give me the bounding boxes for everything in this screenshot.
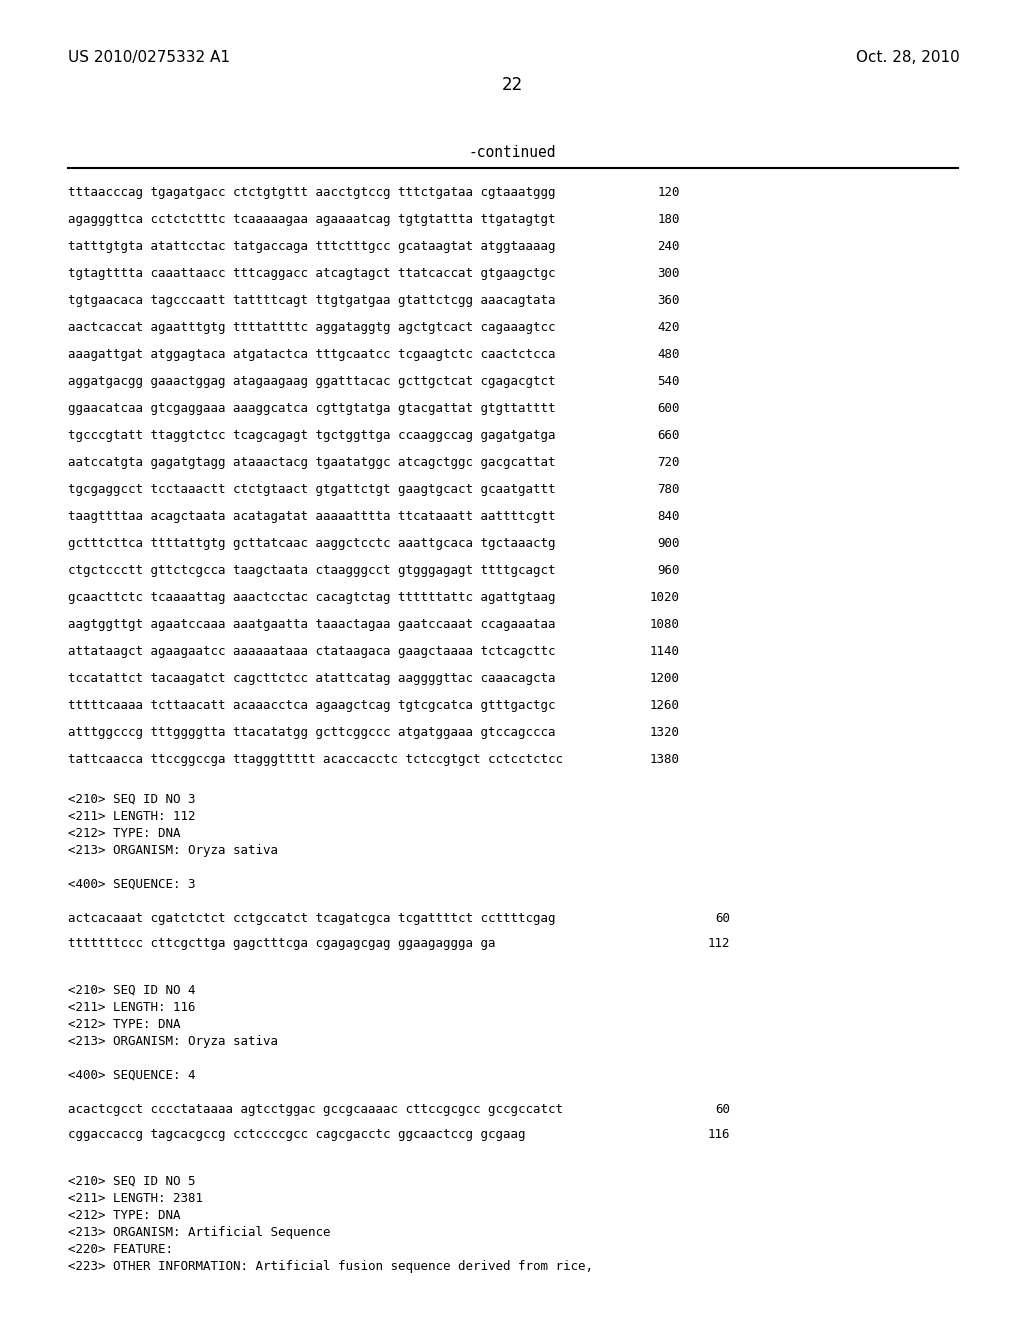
Text: 300: 300 [657, 267, 680, 280]
Text: tgcgaggcct tcctaaactt ctctgtaact gtgattctgt gaagtgcact gcaatgattt: tgcgaggcct tcctaaactt ctctgtaact gtgattc… [68, 483, 555, 496]
Text: aatccatgta gagatgtagg ataaactacg tgaatatggc atcagctggc gacgcattat: aatccatgta gagatgtagg ataaactacg tgaatat… [68, 455, 555, 469]
Text: <210> SEQ ID NO 4: <210> SEQ ID NO 4 [68, 983, 196, 997]
Text: 116: 116 [708, 1129, 730, 1140]
Text: <213> ORGANISM: Oryza sativa: <213> ORGANISM: Oryza sativa [68, 1035, 278, 1048]
Text: tttttttccc cttcgcttga gagctttcga cgagagcgag ggaagaggga ga: tttttttccc cttcgcttga gagctttcga cgagagc… [68, 937, 496, 950]
Text: Oct. 28, 2010: Oct. 28, 2010 [856, 50, 961, 65]
Text: tttaacccag tgagatgacc ctctgtgttt aacctgtccg tttctgataa cgtaaatggg: tttaacccag tgagatgacc ctctgtgttt aacctgt… [68, 186, 555, 199]
Text: 240: 240 [657, 240, 680, 253]
Text: 120: 120 [657, 186, 680, 199]
Text: <210> SEQ ID NO 3: <210> SEQ ID NO 3 [68, 793, 196, 807]
Text: aactcaccat agaatttgtg ttttattttc aggataggtg agctgtcact cagaaagtcc: aactcaccat agaatttgtg ttttattttc aggatag… [68, 321, 555, 334]
Text: 960: 960 [657, 564, 680, 577]
Text: gcaacttctc tcaaaattag aaactcctac cacagtctag ttttttattc agattgtaag: gcaacttctc tcaaaattag aaactcctac cacagtc… [68, 591, 555, 605]
Text: <212> TYPE: DNA: <212> TYPE: DNA [68, 828, 180, 840]
Text: tccatattct tacaagatct cagcttctcc atattcatag aaggggttac caaacagcta: tccatattct tacaagatct cagcttctcc atattca… [68, 672, 555, 685]
Text: attataagct agaagaatcc aaaaaataaa ctataagaca gaagctaaaa tctcagcttc: attataagct agaagaatcc aaaaaataaa ctataag… [68, 645, 555, 657]
Text: tgtagtttta caaattaacc tttcaggacc atcagtagct ttatcaccat gtgaagctgc: tgtagtttta caaattaacc tttcaggacc atcagta… [68, 267, 555, 280]
Text: 1140: 1140 [650, 645, 680, 657]
Text: 22: 22 [502, 77, 522, 94]
Text: 720: 720 [657, 455, 680, 469]
Text: <210> SEQ ID NO 5: <210> SEQ ID NO 5 [68, 1175, 196, 1188]
Text: 360: 360 [657, 294, 680, 308]
Text: agagggttca cctctctttc tcaaaaagaa agaaaatcag tgtgtattta ttgatagtgt: agagggttca cctctctttc tcaaaaagaa agaaaat… [68, 213, 555, 226]
Text: 1260: 1260 [650, 700, 680, 711]
Text: 540: 540 [657, 375, 680, 388]
Text: 60: 60 [715, 1104, 730, 1115]
Text: <211> LENGTH: 116: <211> LENGTH: 116 [68, 1001, 196, 1014]
Text: <400> SEQUENCE: 4: <400> SEQUENCE: 4 [68, 1069, 196, 1082]
Text: taagttttaa acagctaata acatagatat aaaaatttta ttcataaatt aattttcgtt: taagttttaa acagctaata acatagatat aaaaatt… [68, 510, 555, 523]
Text: 1200: 1200 [650, 672, 680, 685]
Text: 1320: 1320 [650, 726, 680, 739]
Text: <212> TYPE: DNA: <212> TYPE: DNA [68, 1209, 180, 1222]
Text: 480: 480 [657, 348, 680, 360]
Text: <220> FEATURE:: <220> FEATURE: [68, 1243, 173, 1257]
Text: 1080: 1080 [650, 618, 680, 631]
Text: aaagattgat atggagtaca atgatactca tttgcaatcc tcgaagtctc caactctcca: aaagattgat atggagtaca atgatactca tttgcaa… [68, 348, 555, 360]
Text: tatttgtgta atattcctac tatgaccaga tttctttgcc gcataagtat atggtaaaag: tatttgtgta atattcctac tatgaccaga tttcttt… [68, 240, 555, 253]
Text: acactcgcct cccctataaaa agtcctggac gccgcaaaac cttccgcgcc gccgccatct: acactcgcct cccctataaaa agtcctggac gccgca… [68, 1104, 563, 1115]
Text: 112: 112 [708, 937, 730, 950]
Text: <212> TYPE: DNA: <212> TYPE: DNA [68, 1018, 180, 1031]
Text: ctgctccctt gttctcgcca taagctaata ctaagggcct gtgggagagt ttttgcagct: ctgctccctt gttctcgcca taagctaata ctaaggg… [68, 564, 555, 577]
Text: tgtgaacaca tagcccaatt tattttcagt ttgtgatgaa gtattctcgg aaacagtata: tgtgaacaca tagcccaatt tattttcagt ttgtgat… [68, 294, 555, 308]
Text: 180: 180 [657, 213, 680, 226]
Text: tattcaacca ttccggccga ttagggttttt acaccacctc tctccgtgct cctcctctcc: tattcaacca ttccggccga ttagggttttt acacca… [68, 752, 563, 766]
Text: 840: 840 [657, 510, 680, 523]
Text: tgcccgtatt ttaggtctcc tcagcagagt tgctggttga ccaaggccag gagatgatga: tgcccgtatt ttaggtctcc tcagcagagt tgctggt… [68, 429, 555, 442]
Text: <213> ORGANISM: Oryza sativa: <213> ORGANISM: Oryza sativa [68, 843, 278, 857]
Text: gctttcttca ttttattgtg gcttatcaac aaggctcctc aaattgcaca tgctaaactg: gctttcttca ttttattgtg gcttatcaac aaggctc… [68, 537, 555, 550]
Text: -continued: -continued [468, 145, 556, 160]
Text: 420: 420 [657, 321, 680, 334]
Text: aggatgacgg gaaactggag atagaagaag ggatttacac gcttgctcat cgagacgtct: aggatgacgg gaaactggag atagaagaag ggattta… [68, 375, 555, 388]
Text: <400> SEQUENCE: 3: <400> SEQUENCE: 3 [68, 878, 196, 891]
Text: 1020: 1020 [650, 591, 680, 605]
Text: <223> OTHER INFORMATION: Artificial fusion sequence derived from rice,: <223> OTHER INFORMATION: Artificial fusi… [68, 1261, 593, 1272]
Text: US 2010/0275332 A1: US 2010/0275332 A1 [68, 50, 230, 65]
Text: 1380: 1380 [650, 752, 680, 766]
Text: atttggcccg tttggggtta ttacatatgg gcttcggccc atgatggaaa gtccagccca: atttggcccg tttggggtta ttacatatgg gcttcgg… [68, 726, 555, 739]
Text: actcacaaat cgatctctct cctgccatct tcagatcgca tcgattttct ccttttcgag: actcacaaat cgatctctct cctgccatct tcagatc… [68, 912, 555, 925]
Text: aagtggttgt agaatccaaa aaatgaatta taaactagaa gaatccaaat ccagaaataa: aagtggttgt agaatccaaa aaatgaatta taaacta… [68, 618, 555, 631]
Text: ggaacatcaa gtcgaggaaa aaaggcatca cgttgtatga gtacgattat gtgttatttt: ggaacatcaa gtcgaggaaa aaaggcatca cgttgta… [68, 403, 555, 414]
Text: 60: 60 [715, 912, 730, 925]
Text: 660: 660 [657, 429, 680, 442]
Text: <211> LENGTH: 2381: <211> LENGTH: 2381 [68, 1192, 203, 1205]
Text: 900: 900 [657, 537, 680, 550]
Text: tttttcaaaa tcttaacatt acaaacctca agaagctcag tgtcgcatca gtttgactgc: tttttcaaaa tcttaacatt acaaacctca agaagct… [68, 700, 555, 711]
Text: 780: 780 [657, 483, 680, 496]
Text: <211> LENGTH: 112: <211> LENGTH: 112 [68, 810, 196, 822]
Text: <213> ORGANISM: Artificial Sequence: <213> ORGANISM: Artificial Sequence [68, 1226, 331, 1239]
Text: cggaccaccg tagcacgccg cctccccgcc cagcgacctc ggcaactccg gcgaag: cggaccaccg tagcacgccg cctccccgcc cagcgac… [68, 1129, 525, 1140]
Text: 600: 600 [657, 403, 680, 414]
